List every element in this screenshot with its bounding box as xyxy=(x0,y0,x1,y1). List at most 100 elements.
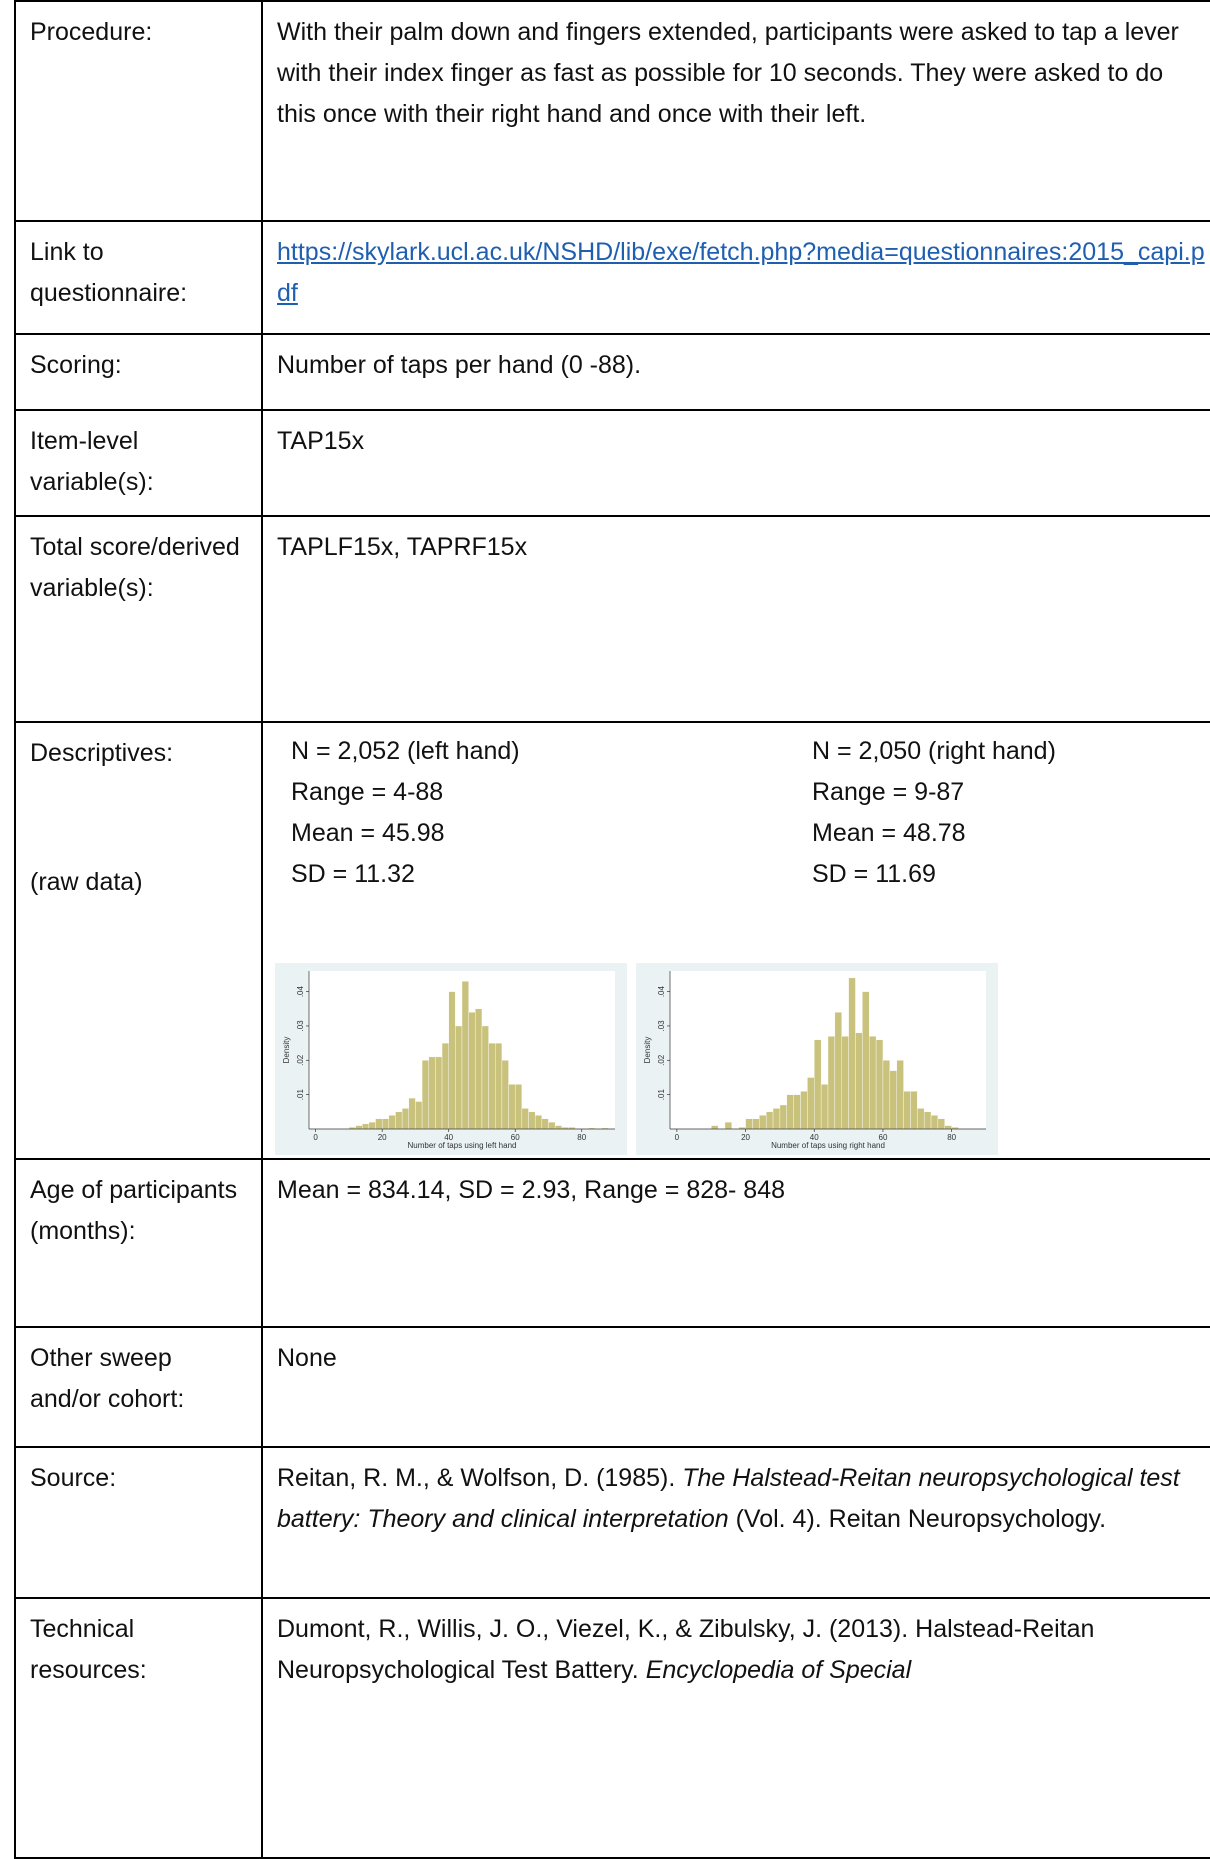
bar xyxy=(541,1118,549,1130)
bar xyxy=(455,1025,463,1130)
bar xyxy=(772,1108,781,1130)
bar xyxy=(515,1084,523,1130)
bar xyxy=(765,1111,774,1130)
bar xyxy=(752,1118,760,1130)
label: Item-level variable(s): xyxy=(14,409,263,517)
cell: Number of taps per hand (0 -88). xyxy=(261,333,1210,411)
y-tick-label: .03 xyxy=(657,1020,666,1032)
label: Link to questionnaire: xyxy=(14,220,263,335)
y-tick-label: .04 xyxy=(296,985,305,997)
cell: None xyxy=(261,1326,1210,1448)
bar xyxy=(944,1125,952,1130)
bar xyxy=(488,1042,496,1130)
stat: Range = 9-87 xyxy=(812,778,965,806)
bar xyxy=(362,1123,370,1130)
bar xyxy=(793,1094,801,1130)
bar xyxy=(368,1121,376,1130)
y-axis-label: Density xyxy=(643,1037,652,1064)
x-tick-label: 60 xyxy=(511,1133,520,1142)
bar xyxy=(375,1118,383,1130)
stat: N = 2,052 (left hand) xyxy=(291,737,520,765)
row: Technical resources: Dumont, R., Willis,… xyxy=(14,1597,1210,1859)
bar xyxy=(903,1091,911,1130)
x-tick-label: 0 xyxy=(313,1133,318,1142)
bar xyxy=(461,981,469,1130)
bar xyxy=(827,1036,836,1130)
bar xyxy=(820,1084,829,1130)
stat: Mean = 45.98 xyxy=(291,819,445,847)
bar xyxy=(923,1111,932,1130)
label: Procedure: xyxy=(14,0,263,222)
x-tick-label: 0 xyxy=(675,1133,680,1142)
bar xyxy=(834,1012,842,1130)
bar xyxy=(875,1039,884,1130)
cell: https://skylark.ucl.ac.uk/NSHD/lib/exe/f… xyxy=(261,220,1210,335)
bar xyxy=(435,1056,443,1130)
label: Technical resources: xyxy=(14,1597,263,1859)
bar xyxy=(862,991,870,1130)
bar xyxy=(869,1036,877,1130)
bar xyxy=(841,1036,849,1130)
stat: Range = 4-88 xyxy=(291,778,444,806)
x-tick-label: 20 xyxy=(378,1133,387,1142)
bar xyxy=(521,1108,529,1130)
x-axis-label: Number of taps using right hand xyxy=(771,1141,885,1150)
cell: Reitan, R. M., & Wolfson, D. (1985). The… xyxy=(261,1446,1210,1599)
y-tick-label: .01 xyxy=(296,1089,305,1101)
row: Link to questionnaire: https://skylark.u… xyxy=(14,220,1210,335)
bar xyxy=(800,1091,808,1130)
bar xyxy=(381,1118,390,1130)
histogram: 0 20 40 60 80 .01 .02 .03 .04 Number of taps usin… xyxy=(275,963,627,1155)
x-tick-label: 40 xyxy=(444,1133,453,1142)
bar xyxy=(814,1039,822,1130)
bar xyxy=(937,1118,945,1130)
cell: TAPLF15x, TAPRF15x xyxy=(261,515,1210,723)
bar xyxy=(415,1101,423,1130)
stats-left: N = 2,052 (left hand) Range = 4-88 Mean = … xyxy=(291,731,520,895)
cell: N = 2,052 (left hand) Range = 4-88 Mean = … xyxy=(261,721,1210,1160)
bar xyxy=(882,1060,891,1130)
row: Procedure: With their palm down and fing… xyxy=(14,0,1210,222)
bar xyxy=(889,1070,897,1130)
bar xyxy=(855,1032,863,1130)
title: The Halstead-Reitan neuropsychological t… xyxy=(277,1464,1180,1533)
cell: Mean = 834.14, SD = 2.93, Range = 828- 8… xyxy=(261,1158,1210,1328)
bar xyxy=(745,1118,753,1130)
bar xyxy=(896,1060,904,1130)
text: (Vol. 4). Reitan Neuropsychology. xyxy=(728,1505,1107,1533)
bar xyxy=(528,1111,536,1130)
bar xyxy=(501,1060,509,1130)
y-tick-label: .01 xyxy=(657,1089,666,1101)
bar xyxy=(711,1125,719,1130)
bar xyxy=(495,1042,503,1130)
y-tick-label: .02 xyxy=(657,1054,666,1066)
row: Scoring: Number of taps per hand (0 -88)… xyxy=(14,333,1210,411)
bar xyxy=(930,1115,939,1130)
label: Descriptives: xyxy=(30,739,174,767)
row: Descriptives: (raw data) N = 2,052 (left… xyxy=(14,721,1210,1160)
bar xyxy=(355,1125,363,1130)
bar xyxy=(910,1091,918,1130)
bar xyxy=(807,1077,815,1130)
bar xyxy=(554,1125,562,1130)
bar xyxy=(848,977,856,1130)
text: Dumont, R., Willis, J. O., Viezel, K., &… xyxy=(277,1615,1095,1684)
bar xyxy=(786,1094,794,1130)
row: Item-level variable(s): TAP15x xyxy=(14,409,1210,517)
bar xyxy=(759,1115,767,1130)
stat: SD = 11.32 xyxy=(291,860,415,888)
stats-right: N = 2,050 (right hand) Range = 9-87 Mean =… xyxy=(812,731,1056,895)
y-tick-label: .02 xyxy=(296,1054,305,1066)
label: Age of participants (months): xyxy=(14,1158,263,1328)
x-tick-label: 80 xyxy=(577,1133,586,1142)
row: Age of participants (months): Mean = 834… xyxy=(14,1158,1210,1328)
note: (raw data) xyxy=(30,868,143,896)
cell: With their palm down and fingers extende… xyxy=(261,0,1210,222)
bar xyxy=(448,991,456,1130)
x-tick-label: 80 xyxy=(947,1133,956,1142)
link[interactable]: https://skylark.ucl.ac.uk/NSHD/lib/exe/f… xyxy=(277,238,1205,307)
bar xyxy=(475,1008,483,1130)
bar xyxy=(421,1060,429,1130)
y-axis-label: Density xyxy=(282,1037,291,1064)
